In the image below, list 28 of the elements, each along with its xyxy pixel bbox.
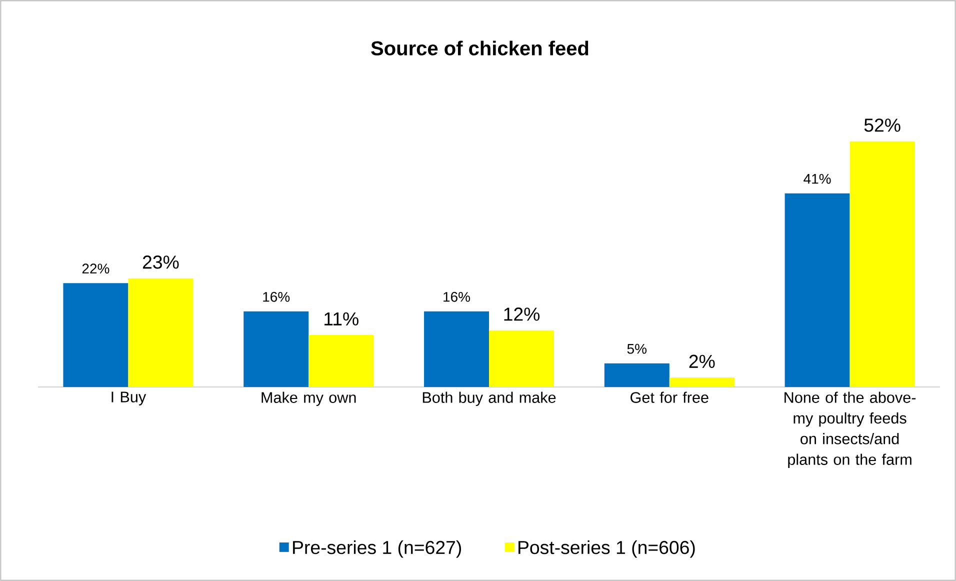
bar — [850, 141, 915, 387]
chart-title: Source of chicken feed — [371, 40, 588, 56]
data-label: 11% — [324, 312, 358, 326]
bar — [669, 378, 734, 387]
bar — [424, 311, 490, 387]
x-tick-label: Both buy and make — [422, 392, 556, 406]
x-tick-label: None of the above- my poultry feeds on insects/and plants on the farm — [784, 392, 916, 468]
data-label: 12% — [504, 308, 540, 321]
bar — [63, 283, 128, 387]
data-label: 41% — [804, 174, 831, 184]
bar — [604, 363, 670, 387]
bar — [784, 193, 850, 387]
legend-label: Pre-series 1 (n=627) — [293, 540, 461, 558]
data-label: 5% — [627, 344, 647, 354]
bar — [489, 330, 554, 387]
data-label: 16% — [444, 292, 470, 302]
data-label: 2% — [689, 354, 715, 368]
data-label: 52% — [864, 118, 900, 132]
bar — [128, 278, 194, 387]
x-tick-label: Get for free — [630, 392, 708, 403]
data-label: 23% — [142, 256, 179, 269]
legend-label: Post-series 1 (n=606) — [518, 540, 695, 558]
data-label: 22% — [82, 264, 110, 274]
bar — [244, 311, 309, 387]
data-label: 16% — [263, 292, 290, 302]
bar — [308, 335, 374, 387]
x-tick-label: Make my own — [262, 392, 356, 406]
x-tick-label: I Buy — [112, 392, 146, 406]
